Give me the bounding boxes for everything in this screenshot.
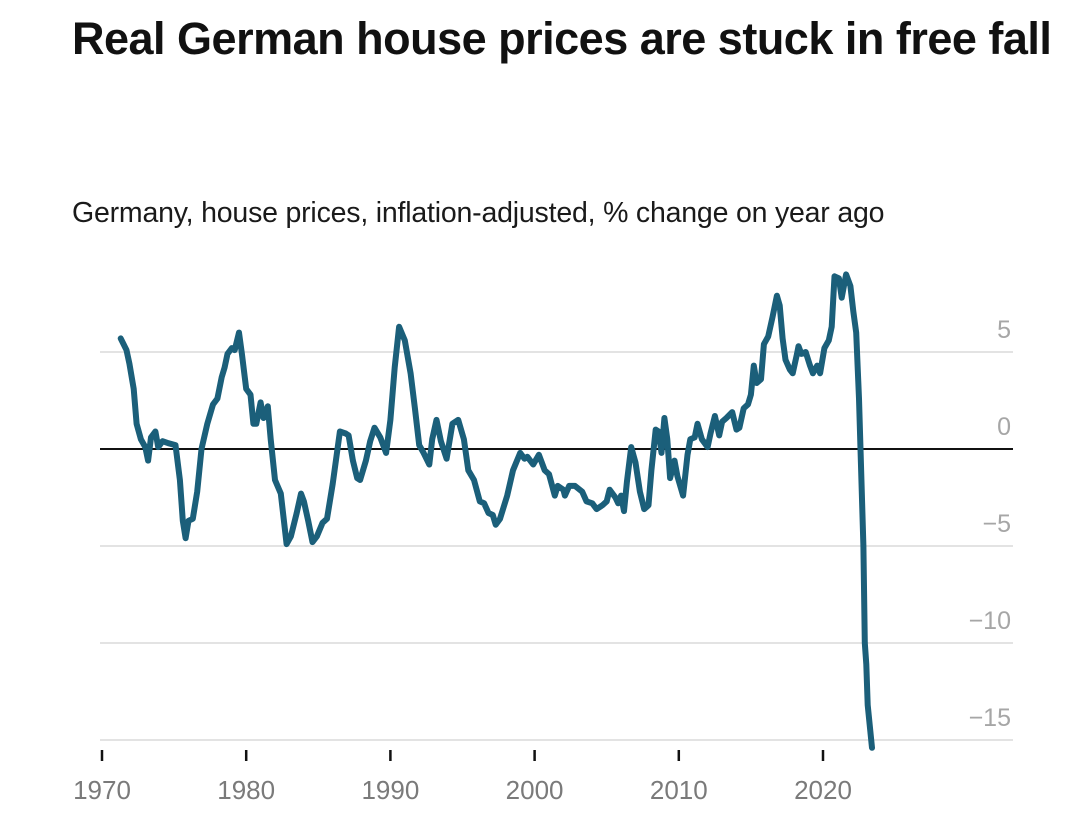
y-axis-labels: 5 0 −5 −10 −15: [969, 316, 1011, 732]
y-tick-label: −15: [969, 704, 1011, 732]
x-tick-label: 2010: [650, 775, 708, 805]
y-tick-label: −5: [982, 510, 1011, 538]
x-tick-label: 2020: [794, 775, 852, 805]
x-tick-label: 1970: [73, 775, 131, 805]
x-tick-label: 1990: [361, 775, 419, 805]
y-tick-label: −10: [969, 607, 1011, 635]
x-axis: 1970 1980 1990 2000 2010 2020: [73, 750, 852, 805]
gridlines: [100, 351, 1013, 741]
series-layer: [117, 271, 875, 751]
chart-subtitle: Germany, house prices, inflation-adjuste…: [72, 197, 885, 229]
y-tick-label: 0: [997, 413, 1011, 441]
x-tick-label: 1980: [217, 775, 275, 805]
series-line: [117, 271, 875, 751]
x-tick-label: 2000: [506, 775, 564, 805]
y-tick-label: 5: [997, 316, 1011, 344]
chart-title: Real German house prices are stuck in fr…: [72, 13, 1052, 64]
